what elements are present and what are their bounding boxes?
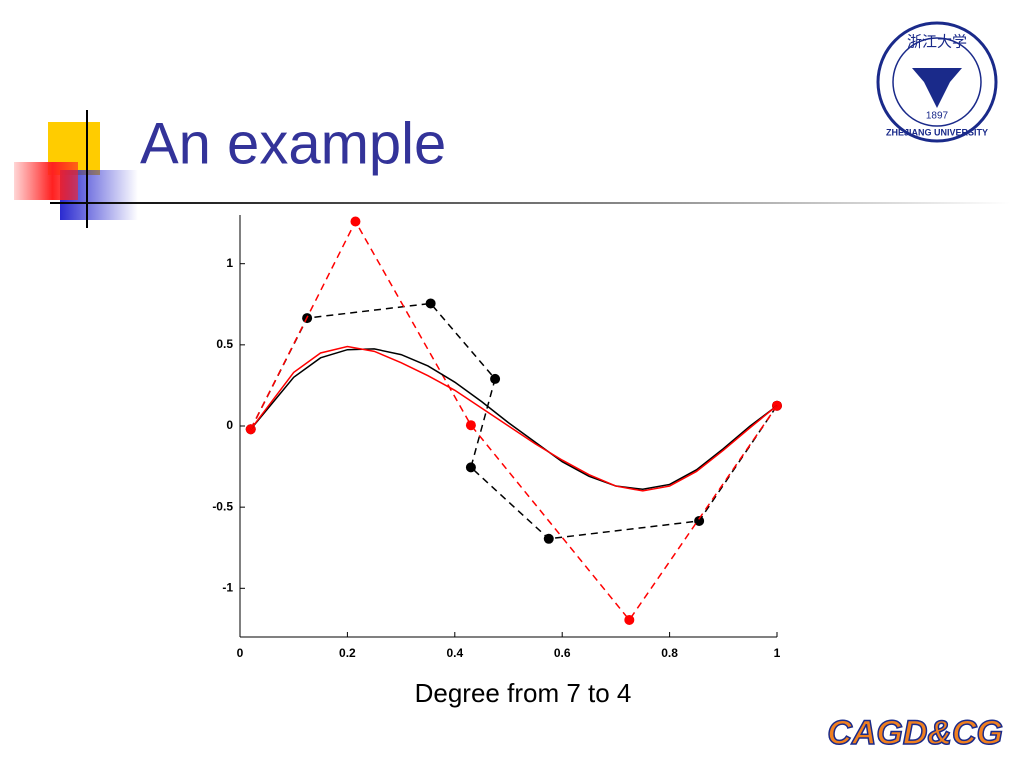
logo-chinese: 浙江大学 (907, 33, 967, 51)
control-point (624, 614, 635, 625)
x-tick-label: 0 (237, 646, 244, 660)
y-tick-label: 0 (226, 418, 233, 432)
x-tick-label: 0.8 (661, 646, 678, 660)
plot: Degree from 7 to 4 0 0.2 0.4 0.6 0.8 1 -1 -0.5 0… (212, 215, 782, 708)
x-tick-label: 0.4 (446, 646, 463, 660)
x-tick-label: 0.2 (339, 646, 356, 660)
control-point (543, 533, 554, 544)
logo-name: ZHEJIANG UNIVERSITY (886, 127, 988, 137)
x-tick-label: 1 (774, 646, 781, 660)
slide-title: An example (140, 111, 446, 176)
control-point (350, 216, 361, 227)
footer-logo: CAGD&CG (827, 714, 1003, 752)
logo-ring (876, 21, 998, 143)
logo-emblem (912, 68, 962, 108)
y-tick-label: -1 (222, 580, 233, 594)
curve (250, 345, 778, 492)
control-polygon (250, 219, 778, 622)
control-point (694, 515, 705, 526)
control-point (465, 462, 476, 473)
control-point (490, 373, 501, 384)
logo-year: 1897 (926, 111, 949, 122)
x-axis-label: Degree from 7 to 4 (415, 678, 632, 708)
control-point (465, 420, 476, 431)
y-tick-label: 0.5 (216, 337, 233, 351)
control-polygon (250, 302, 778, 540)
deco-red (14, 162, 78, 200)
logo-ring (892, 37, 982, 127)
y-tick-label: -0.5 (212, 499, 233, 513)
university-logo: 浙江大学 1897 ZHEJIANG UNIVERSITY (876, 21, 998, 143)
control-point (425, 298, 436, 309)
x-tick-label: 0.6 (554, 646, 571, 660)
y-tick-label: 1 (226, 256, 233, 270)
curve (250, 348, 778, 491)
deco-hline (50, 202, 1010, 204)
